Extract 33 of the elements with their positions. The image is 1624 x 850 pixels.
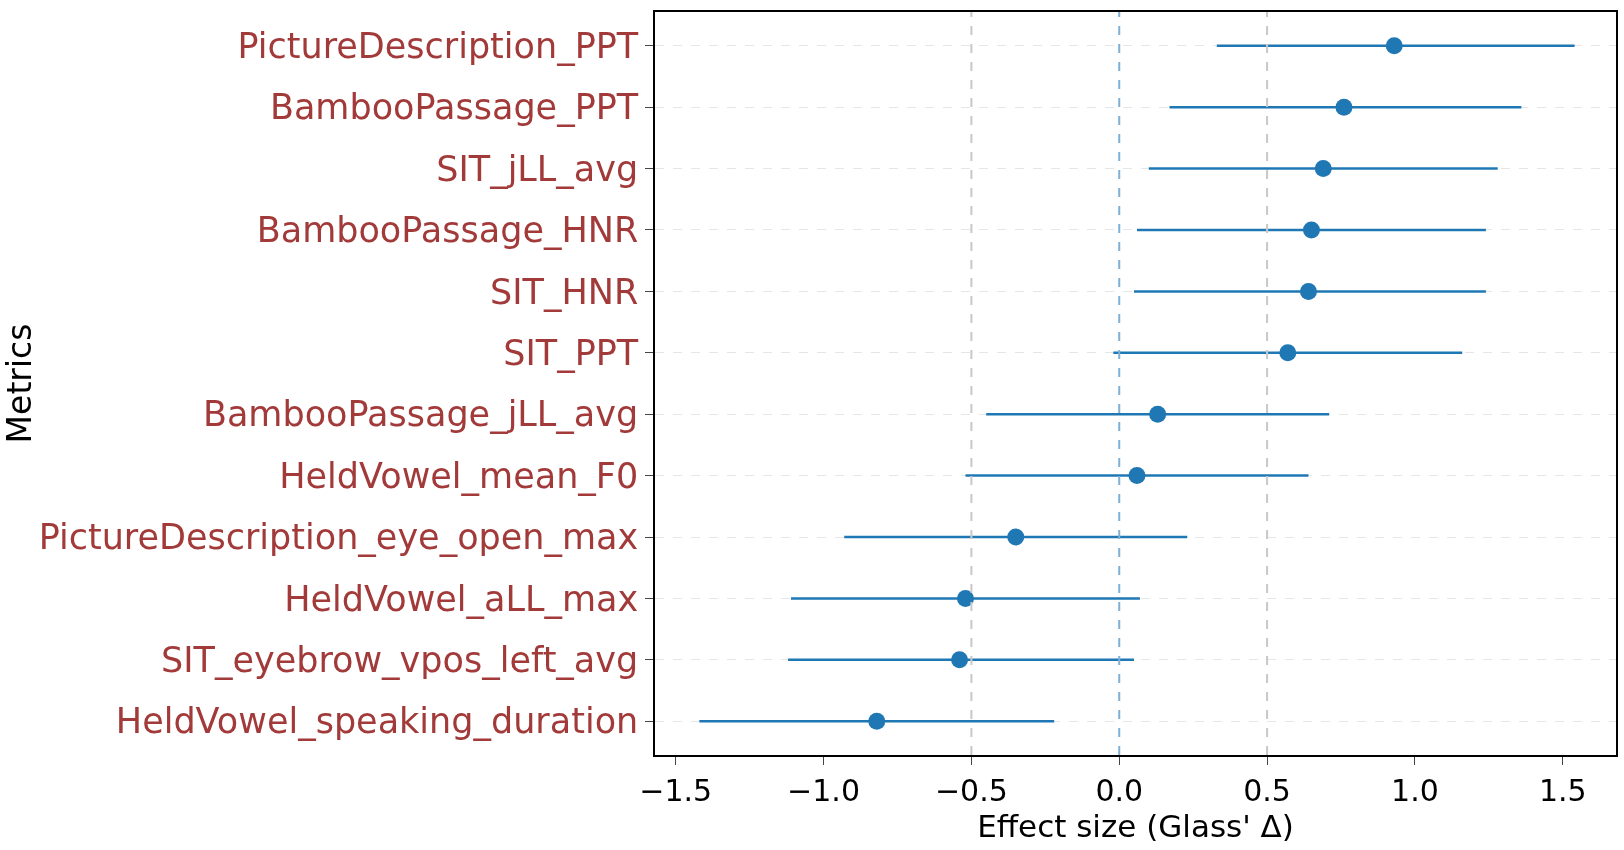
x-tick-label: 0.5 xyxy=(1243,772,1291,808)
y-tick-label: PictureDescription_eye_open_max xyxy=(38,517,639,558)
y-tick-label: BambooPassage_HNR xyxy=(256,210,639,251)
point xyxy=(1299,282,1317,300)
x-tick-label: 1.5 xyxy=(1538,772,1587,808)
point xyxy=(868,712,886,730)
point xyxy=(1385,37,1403,55)
point xyxy=(1302,221,1320,239)
point xyxy=(1314,160,1332,178)
point xyxy=(1128,467,1146,485)
y-tick-label: BambooPassage_jLL_avg xyxy=(202,394,639,435)
y-tick-label: HeldVowel_aLL_max xyxy=(284,578,639,619)
point xyxy=(1279,344,1297,362)
point xyxy=(951,651,969,669)
y-tick-label: PictureDescription_PPT xyxy=(237,26,639,67)
y-tick-label: HeldVowel_mean_F0 xyxy=(279,455,639,496)
point xyxy=(956,589,974,607)
x-tick-label: 0.0 xyxy=(1095,772,1144,808)
point xyxy=(1149,405,1167,423)
x-tick-label: 1.0 xyxy=(1391,772,1439,808)
point xyxy=(1007,528,1025,546)
point xyxy=(1335,98,1353,116)
x-tick-label: −1.5 xyxy=(639,772,713,808)
x-axis-title: Effect size (Glass' Δ) xyxy=(977,807,1294,844)
x-tick-label: −0.5 xyxy=(934,772,1008,808)
y-axis-title: Metrics xyxy=(0,323,39,444)
y-tick-label: SIT_eyebrow_vpos_left_avg xyxy=(161,640,639,681)
y-tick-label: SIT_HNR xyxy=(490,271,639,312)
y-tick-label: SIT_PPT xyxy=(503,333,639,374)
y-tick-label: BambooPassage_PPT xyxy=(269,87,639,128)
y-tick-label: SIT_jLL_avg xyxy=(436,148,639,189)
y-tick-label: HeldVowel_speaking_duration xyxy=(115,701,639,742)
x-tick-label: −1.0 xyxy=(787,772,860,808)
